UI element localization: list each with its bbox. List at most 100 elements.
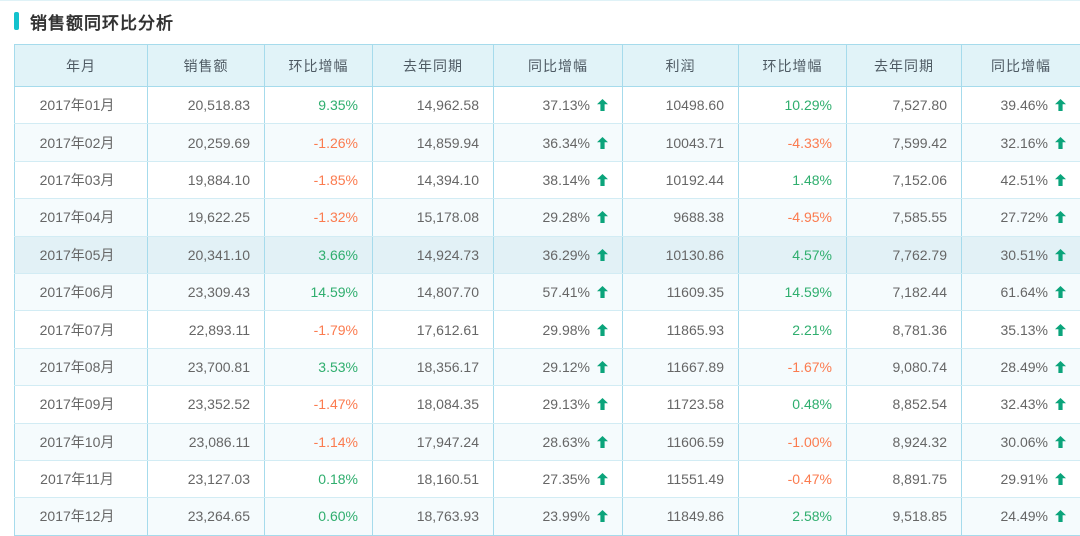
yoy-value: 32.16%: [1001, 135, 1048, 151]
cell-profit_mom: 4.57%: [739, 236, 847, 273]
cell-profit_yoy: 32.16%: [962, 124, 1080, 161]
cell-sales_mom: 0.18%: [265, 460, 373, 497]
cell-profit: 11865.93: [623, 311, 739, 348]
cell-profit_yoy: 28.49%: [962, 348, 1080, 385]
cell-sales: 23,309.43: [148, 273, 265, 310]
cell-sales_ly: 18,084.35: [373, 386, 494, 423]
cell-profit_mom: -0.47%: [739, 460, 847, 497]
column-header-sales_yoy: 同比增幅: [494, 45, 623, 87]
cell-sales_ly: 14,924.73: [373, 236, 494, 273]
cell-profit_ly: 8,891.75: [847, 460, 962, 497]
cell-month: 2017年05月: [15, 236, 148, 273]
yoy-value: 36.29%: [543, 247, 590, 263]
up-arrow-icon: [1055, 286, 1066, 298]
cell-sales_mom: -1.79%: [265, 311, 373, 348]
up-arrow-icon: [597, 137, 608, 149]
yoy-value: 61.64%: [1001, 284, 1048, 300]
yoy-value: 32.43%: [1001, 396, 1048, 412]
cell-sales: 23,086.11: [148, 423, 265, 460]
up-arrow-icon: [597, 211, 608, 223]
yoy-value: 29.91%: [1001, 471, 1048, 487]
yoy-value: 29.98%: [543, 322, 590, 338]
cell-sales: 19,884.10: [148, 161, 265, 198]
cell-profit_yoy: 27.72%: [962, 199, 1080, 236]
cell-profit_mom: -1.67%: [739, 348, 847, 385]
cell-profit_mom: -4.95%: [739, 199, 847, 236]
table-header-row: 年月销售额环比增幅去年同期同比增幅利润环比增幅去年同期同比增幅: [15, 45, 1080, 87]
cell-profit_ly: 8,924.32: [847, 423, 962, 460]
cell-profit_ly: 7,585.55: [847, 199, 962, 236]
cell-profit_yoy: 32.43%: [962, 386, 1080, 423]
up-arrow-icon: [597, 174, 608, 186]
cell-profit_mom: 0.48%: [739, 386, 847, 423]
up-arrow-icon: [597, 361, 608, 373]
cell-sales_yoy: 36.29%: [494, 236, 623, 273]
report-title-row: 销售额同环比分析: [14, 9, 1080, 33]
up-arrow-icon: [1055, 211, 1066, 223]
cell-sales_ly: 18,763.93: [373, 498, 494, 535]
cell-sales: 22,893.11: [148, 311, 265, 348]
cell-sales_yoy: 29.12%: [494, 348, 623, 385]
cell-profit_yoy: 30.06%: [962, 423, 1080, 460]
cell-sales_yoy: 38.14%: [494, 161, 623, 198]
yoy-value: 27.72%: [1001, 209, 1048, 225]
cell-month: 2017年11月: [15, 460, 148, 497]
cell-profit: 11551.49: [623, 460, 739, 497]
up-arrow-icon: [1055, 137, 1066, 149]
yoy-value: 35.13%: [1001, 322, 1048, 338]
cell-sales: 23,264.65: [148, 498, 265, 535]
up-arrow-icon: [1055, 398, 1066, 410]
cell-profit: 11723.58: [623, 386, 739, 423]
yoy-value: 29.13%: [543, 396, 590, 412]
cell-sales_yoy: 37.13%: [494, 87, 623, 124]
cell-profit_ly: 8,781.36: [847, 311, 962, 348]
cell-sales_mom: -1.47%: [265, 386, 373, 423]
cell-sales_yoy: 23.99%: [494, 498, 623, 535]
cell-sales_mom: -1.32%: [265, 199, 373, 236]
cell-profit: 10043.71: [623, 124, 739, 161]
yoy-value: 30.06%: [1001, 434, 1048, 450]
yoy-value: 28.63%: [543, 434, 590, 450]
cell-month: 2017年01月: [15, 87, 148, 124]
cell-profit_yoy: 24.49%: [962, 498, 1080, 535]
cell-profit_yoy: 61.64%: [962, 273, 1080, 310]
cell-profit: 11849.86: [623, 498, 739, 535]
yoy-value: 30.51%: [1001, 247, 1048, 263]
cell-month: 2017年02月: [15, 124, 148, 161]
page-title: 销售额同环比分析: [30, 9, 174, 34]
up-arrow-icon: [597, 398, 608, 410]
cell-sales_ly: 14,859.94: [373, 124, 494, 161]
cell-profit: 9688.38: [623, 199, 739, 236]
column-header-month: 年月: [15, 45, 148, 87]
cell-month: 2017年03月: [15, 161, 148, 198]
cell-sales: 20,259.69: [148, 124, 265, 161]
cell-sales_mom: 14.59%: [265, 273, 373, 310]
cell-sales_ly: 14,807.70: [373, 273, 494, 310]
yoy-value: 57.41%: [543, 284, 590, 300]
up-arrow-icon: [597, 286, 608, 298]
yoy-value: 36.34%: [543, 135, 590, 151]
yoy-value: 27.35%: [543, 471, 590, 487]
cell-profit_yoy: 42.51%: [962, 161, 1080, 198]
cell-profit_mom: -1.00%: [739, 423, 847, 460]
cell-profit: 10192.44: [623, 161, 739, 198]
cell-sales_ly: 18,356.17: [373, 348, 494, 385]
cell-sales: 19,622.25: [148, 199, 265, 236]
cell-profit_mom: 2.21%: [739, 311, 847, 348]
cell-sales: 23,127.03: [148, 460, 265, 497]
yoy-value: 24.49%: [1001, 508, 1048, 524]
cell-profit_yoy: 30.51%: [962, 236, 1080, 273]
up-arrow-icon: [1055, 510, 1066, 522]
